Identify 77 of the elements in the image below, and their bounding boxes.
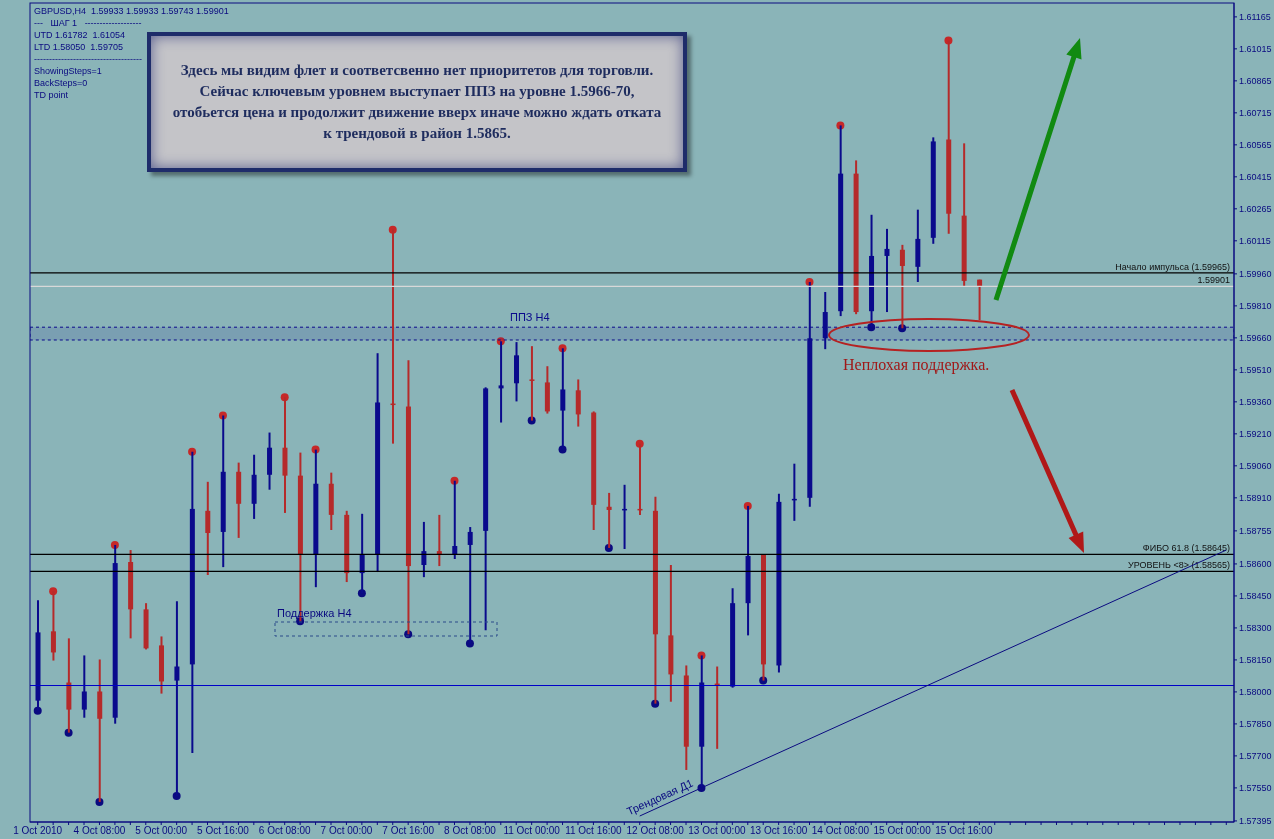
candlestick: [884, 227, 890, 314]
y-tick-label: 1.58600: [1239, 559, 1272, 570]
y-tick-label: 1.61015: [1239, 44, 1272, 55]
y-tick-label: 1.60115: [1239, 236, 1271, 246]
x-tick-label: 4 Oct 08:00: [73, 825, 126, 837]
candlestick: [50, 590, 56, 662]
band-label: ППЗ Н4: [510, 311, 550, 324]
point: [172, 791, 181, 800]
x-tick-label: 14 Oct 08:00: [811, 825, 870, 837]
y-tick-label: 1.58300: [1239, 623, 1272, 634]
y-tick-label: 1.59660: [1239, 333, 1272, 344]
x-tick-label: 7 Oct 00:00: [320, 825, 373, 837]
y-tick-label: 1.60715: [1239, 108, 1272, 119]
x-tick-label: 5 Oct 16:00: [197, 825, 250, 837]
candlestick: [81, 654, 87, 719]
annotation: ShowingSteps=1: [34, 66, 102, 76]
y-tick-label: 1.60565: [1239, 140, 1272, 151]
ref-line-label: ФИБО 61.8 (1.58645): [1142, 543, 1230, 554]
y-tick-label: 1.58910: [1239, 493, 1272, 504]
annotation: --- ШАГ 1 -------------------: [34, 18, 142, 28]
y-tick-label: 1.60865: [1239, 76, 1272, 87]
x-tick-label: 6 Oct 08:00: [258, 825, 311, 837]
x-tick-label: 13 Oct 00:00: [688, 825, 746, 837]
y-tick-label: 1.58755: [1239, 526, 1272, 537]
candlestick: [452, 479, 458, 561]
x-tick-label: 13 Oct 16:00: [750, 825, 808, 837]
y-tick-label: 1.58000: [1239, 687, 1272, 698]
annotation: Неплохая поддержка.: [843, 356, 990, 374]
point: [465, 639, 474, 648]
y-tick-label: 1.60415: [1239, 172, 1272, 183]
x-tick-label: 11 Oct 16:00: [565, 825, 623, 837]
y-tick-label: 1.61165: [1239, 12, 1271, 23]
ref-line-label: УРОВЕНЬ <8> (1.58565): [1128, 560, 1230, 571]
y-tick-label: 1.57395: [1239, 816, 1272, 827]
candlestick: [899, 243, 905, 330]
y-tick-label: 1.57550: [1239, 783, 1272, 794]
y-tick-label: 1.57700: [1239, 751, 1272, 762]
y-tick-label: 1.60265: [1239, 204, 1272, 215]
y-tick-label: 1.59960: [1239, 269, 1272, 280]
annotation: ------------------------------------: [34, 54, 142, 64]
candlestick: [436, 513, 442, 568]
candlestick: [529, 345, 535, 422]
candlestick: [498, 340, 504, 424]
x-tick-label: 15 Oct 16:00: [935, 825, 993, 837]
x-tick-label: 5 Oct 00:00: [135, 825, 188, 837]
y-tick-label: 1.59810: [1239, 301, 1272, 312]
annotation: BackSteps=0: [34, 78, 88, 88]
y-tick-label: 1.59510: [1239, 365, 1272, 376]
ref-line-label: Начало импульса (1.59965): [1115, 261, 1230, 272]
ref-line-label: 1.59901: [1197, 275, 1230, 286]
x-tick-label: 1 Oct 2010: [13, 825, 63, 837]
point: [357, 589, 366, 598]
y-tick-label: 1.58150: [1239, 655, 1272, 666]
annotation: GBPUSD,H4 1.59933 1.59933 1.59743 1.59901: [34, 6, 229, 16]
y-tick-label: 1.59210: [1239, 429, 1272, 440]
annotation: LTD 1.58050 1.59705: [34, 42, 123, 52]
point: [867, 323, 876, 332]
candlestick: [421, 520, 427, 579]
text-box: Здесь мы видим флет и соответсвенно нет приоритетов для торговли. Сейчас ключевым уровнем выступает ППЗ на уровне 1.5966-70, отобьется цена и продолжит движение вверх иначе можно ждать отката к трендовой в район 1.5865.: [147, 32, 687, 172]
x-tick-label: 12 Oct 08:00: [626, 825, 685, 837]
y-tick-label: 1.58450: [1239, 591, 1272, 602]
x-tick-label: 7 Oct 16:00: [382, 825, 435, 837]
annotation: UTD 1.61782 1.61054: [34, 30, 126, 40]
x-tick-label: 8 Oct 08:00: [444, 825, 497, 837]
annotation: TD point: [34, 90, 69, 100]
x-tick-label: 11 Oct 00:00: [503, 825, 561, 837]
y-tick-label: 1.59060: [1239, 461, 1272, 472]
y-tick-label: 1.57850: [1239, 719, 1272, 730]
x-tick-label: 15 Oct 00:00: [873, 825, 932, 837]
annotation: Здесь мы видим флет и соответсвенно нет приоритетов для торговли. Сейчас ключевым уровнем выступает ППЗ на уровне 1.5966-70, отобьется цена и продолжит движение вверх иначе можно ждать отката к трендовой в район 1.5865.: [171, 61, 663, 143]
candlestick: [606, 491, 612, 549]
candlestick: [467, 526, 473, 645]
candlestick: [205, 480, 211, 577]
candlestick: [560, 347, 566, 451]
candlestick: [359, 512, 365, 595]
y-tick-label: 1.59360: [1239, 397, 1272, 408]
candlestick: [174, 600, 180, 797]
